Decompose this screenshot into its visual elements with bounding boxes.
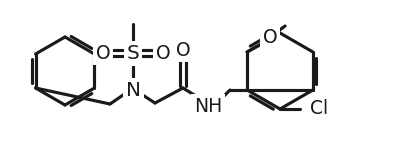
- Text: O: O: [263, 28, 277, 46]
- Text: N: N: [125, 81, 141, 100]
- Text: NH: NH: [194, 97, 222, 115]
- Text: O: O: [156, 43, 170, 62]
- Text: O: O: [176, 40, 190, 59]
- Text: Cl: Cl: [310, 100, 328, 119]
- Text: O: O: [95, 43, 110, 62]
- Text: S: S: [127, 43, 140, 62]
